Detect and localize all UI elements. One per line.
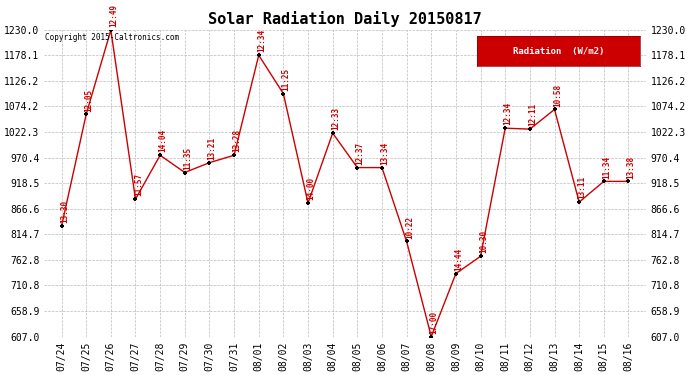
Point (352, 165, 363, 171)
Text: 10:30: 10:30 (479, 230, 488, 254)
Point (500, 125, 511, 131)
Point (451, 270, 462, 276)
Text: 12:11: 12:11 (528, 103, 537, 126)
Point (327, 130, 338, 136)
Text: 11:25: 11:25 (282, 68, 290, 91)
Text: 12:34: 12:34 (257, 29, 266, 52)
Point (426, 334, 437, 340)
Text: 12:49: 12:49 (109, 4, 118, 27)
Text: 11:57: 11:57 (134, 173, 143, 196)
Text: 14:44: 14:44 (454, 248, 463, 271)
Point (623, 178, 634, 184)
Text: 12:37: 12:37 (355, 142, 364, 165)
Text: 14:04: 14:04 (159, 129, 168, 153)
Point (377, 165, 388, 171)
Point (302, 200, 313, 206)
Point (278, 91, 289, 97)
Point (524, 126, 535, 132)
Point (56, 223, 67, 229)
Point (475, 253, 486, 259)
Point (598, 178, 609, 184)
Point (204, 160, 215, 166)
Text: 11:35: 11:35 (183, 147, 192, 170)
Point (130, 196, 141, 202)
Point (253, 52, 264, 58)
Text: 13:38: 13:38 (627, 156, 635, 178)
Text: 10:58: 10:58 (553, 84, 562, 106)
Point (549, 106, 560, 112)
Text: Copyright 2015-Caltronics.com: Copyright 2015-Caltronics.com (45, 33, 179, 42)
Title: Solar Radiation Daily 20150817: Solar Radiation Daily 20150817 (208, 11, 482, 27)
Text: 13:21: 13:21 (208, 137, 217, 160)
Point (228, 152, 239, 158)
Point (401, 238, 412, 244)
Point (155, 152, 166, 158)
Text: 11:34: 11:34 (602, 156, 611, 178)
Text: 17:00: 17:00 (430, 311, 439, 334)
Text: 13:34: 13:34 (380, 142, 389, 165)
Text: 10:22: 10:22 (405, 216, 414, 239)
Text: 13:28: 13:28 (233, 129, 241, 153)
Point (573, 199, 584, 205)
Text: 12:34: 12:34 (504, 102, 513, 125)
Point (179, 170, 190, 176)
Text: 12:33: 12:33 (331, 107, 340, 130)
Point (81, 111, 92, 117)
Text: 14:00: 14:00 (306, 177, 315, 200)
Text: 12:05: 12:05 (84, 88, 93, 112)
Text: 13:11: 13:11 (578, 176, 586, 199)
Point (106, 27, 117, 33)
Text: 13:30: 13:30 (60, 200, 69, 223)
